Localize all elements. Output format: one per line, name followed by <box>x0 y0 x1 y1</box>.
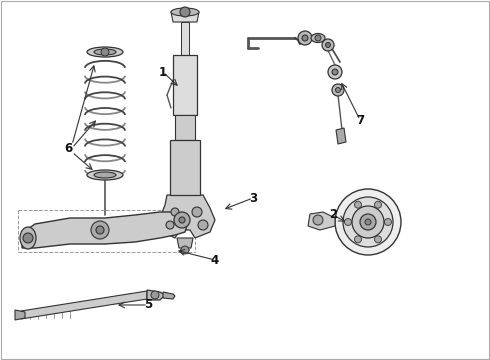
Circle shape <box>23 233 33 243</box>
Circle shape <box>298 31 312 45</box>
Circle shape <box>315 35 321 41</box>
Polygon shape <box>171 12 199 22</box>
Ellipse shape <box>94 49 116 55</box>
Circle shape <box>171 208 179 216</box>
Polygon shape <box>173 55 197 115</box>
Circle shape <box>91 221 109 239</box>
Circle shape <box>365 219 371 225</box>
Circle shape <box>96 226 104 234</box>
Circle shape <box>354 236 362 243</box>
Circle shape <box>385 219 392 225</box>
Circle shape <box>354 201 362 208</box>
Polygon shape <box>22 212 188 248</box>
Circle shape <box>151 291 159 299</box>
Circle shape <box>343 197 393 247</box>
Polygon shape <box>160 195 215 238</box>
Circle shape <box>198 220 208 230</box>
Polygon shape <box>177 238 193 248</box>
Circle shape <box>332 84 344 96</box>
Text: 5: 5 <box>144 298 152 311</box>
Text: 1: 1 <box>159 66 167 78</box>
Text: 3: 3 <box>249 192 257 204</box>
Circle shape <box>335 189 401 255</box>
Circle shape <box>179 217 185 223</box>
Ellipse shape <box>171 8 199 16</box>
Polygon shape <box>336 128 346 144</box>
Ellipse shape <box>20 227 36 249</box>
Polygon shape <box>21 291 147 319</box>
Circle shape <box>328 65 342 79</box>
Circle shape <box>166 221 174 229</box>
Circle shape <box>174 212 190 228</box>
Polygon shape <box>175 115 195 140</box>
Circle shape <box>302 35 308 41</box>
Circle shape <box>181 246 189 254</box>
Polygon shape <box>170 140 200 195</box>
Circle shape <box>192 207 202 217</box>
Ellipse shape <box>87 47 123 57</box>
Circle shape <box>344 219 351 225</box>
Circle shape <box>313 215 323 225</box>
Text: 6: 6 <box>64 141 72 154</box>
Text: 7: 7 <box>356 113 364 126</box>
Circle shape <box>374 236 382 243</box>
Circle shape <box>332 69 338 75</box>
Circle shape <box>101 48 109 56</box>
Polygon shape <box>163 292 175 299</box>
Circle shape <box>325 42 330 48</box>
Polygon shape <box>308 212 335 230</box>
Polygon shape <box>147 290 165 300</box>
Circle shape <box>180 7 190 17</box>
Circle shape <box>336 87 341 93</box>
Polygon shape <box>15 310 25 320</box>
Circle shape <box>360 214 376 230</box>
Ellipse shape <box>87 170 123 180</box>
Text: 4: 4 <box>211 253 219 266</box>
Ellipse shape <box>94 172 116 178</box>
Polygon shape <box>181 22 189 55</box>
Text: 2: 2 <box>329 208 337 221</box>
Circle shape <box>322 39 334 51</box>
Circle shape <box>352 206 384 238</box>
Ellipse shape <box>311 33 325 42</box>
Circle shape <box>374 201 382 208</box>
